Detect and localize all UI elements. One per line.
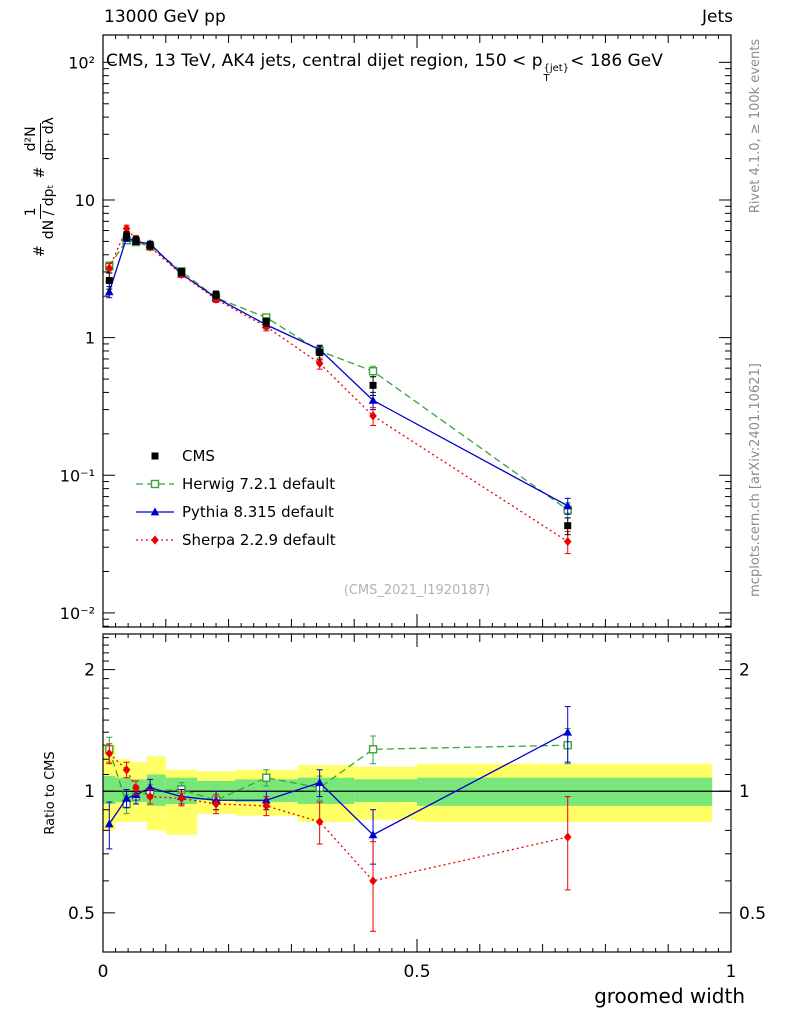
pt-jet-symbol: {jet} T (543, 64, 569, 83)
axis-ticks (102, 35, 732, 953)
beam-energy-label: 13000 GeV pp (104, 7, 226, 27)
main-y-tick-label: 10 (75, 191, 95, 210)
main-y-axis-label: # 1 dN / dpₜ # d²N dpₜ dλ (10, 25, 70, 345)
fraction2-numerator: d²N (22, 123, 41, 155)
legend-label: CMS (182, 447, 215, 465)
x-tick-label: 0 (98, 962, 109, 982)
plot-title-suffix: < 186 GeV (570, 51, 663, 71)
yaxis-fraction-1: 1 dN / dpₜ (22, 184, 58, 240)
main-series-pythia (104, 233, 573, 515)
ratio-y-axis-label: Ratio to CMS (43, 751, 58, 835)
process-label: Jets (702, 7, 733, 27)
ratio-y-tick-label-right: 1 (739, 782, 750, 802)
legend-label: Herwig 7.2.1 default (182, 475, 335, 493)
mcplots-attribution-label: mcplots.cern.ch [arXiv:2401.10621] (748, 363, 763, 597)
pt-subscript: T (543, 72, 550, 84)
rivet-version-label: Rivet 4.1.0, ≥ 100k events (748, 38, 763, 214)
legend: CMS Herwig 7.2.1 default Pythia 8.315 defa… (136, 447, 336, 549)
ratio-uncertainty-bands (103, 745, 713, 835)
ratio-y-tick-label-left: 0.5 (68, 904, 95, 924)
ratio-y-tick-label-right: 0.5 (739, 904, 766, 924)
main-y-tick-label: 1 (85, 329, 95, 348)
main-series-sherpa (105, 223, 572, 555)
plot-title-text: CMS, 13 TeV, AK4 jets, central dijet reg… (106, 51, 543, 71)
fraction2-denominator: dpₜ dλ (40, 117, 57, 161)
analysis-id-watermark: (CMS_2021_I1920187) (343, 583, 491, 598)
fraction1-denominator: dN / dpₜ (40, 184, 57, 240)
legend-label: Pythia 8.315 default (182, 503, 334, 521)
main-series-cms (105, 231, 572, 536)
fraction1-numerator: 1 (22, 204, 41, 220)
hash-symbol: # (32, 245, 48, 257)
main-series-herwig (105, 236, 572, 519)
x-tick-label: 1 (726, 962, 737, 982)
legend-label: Sherpa 2.2.9 default (182, 531, 336, 549)
ratio-y-tick-label-right: 2 (739, 661, 750, 681)
plot-title: CMS, 13 TeV, AK4 jets, central dijet reg… (106, 51, 663, 83)
ratio-series-sherpa (105, 743, 572, 932)
x-tick-label: 0.5 (403, 962, 430, 982)
ratio-y-tick-label-left: 2 (84, 661, 95, 681)
yaxis-fraction-2: d²N dpₜ dλ (22, 117, 58, 161)
x-axis-label: groomed width (594, 984, 745, 1008)
hash-symbol: # (32, 166, 48, 179)
main-y-tick-label: 10² (68, 53, 95, 72)
ratio-y-tick-label-left: 1 (84, 782, 95, 802)
main-y-tick-label: 10⁻¹ (60, 466, 95, 485)
main-y-tick-label: 10⁻² (60, 604, 95, 623)
pt-superscript: {jet} (543, 63, 570, 74)
